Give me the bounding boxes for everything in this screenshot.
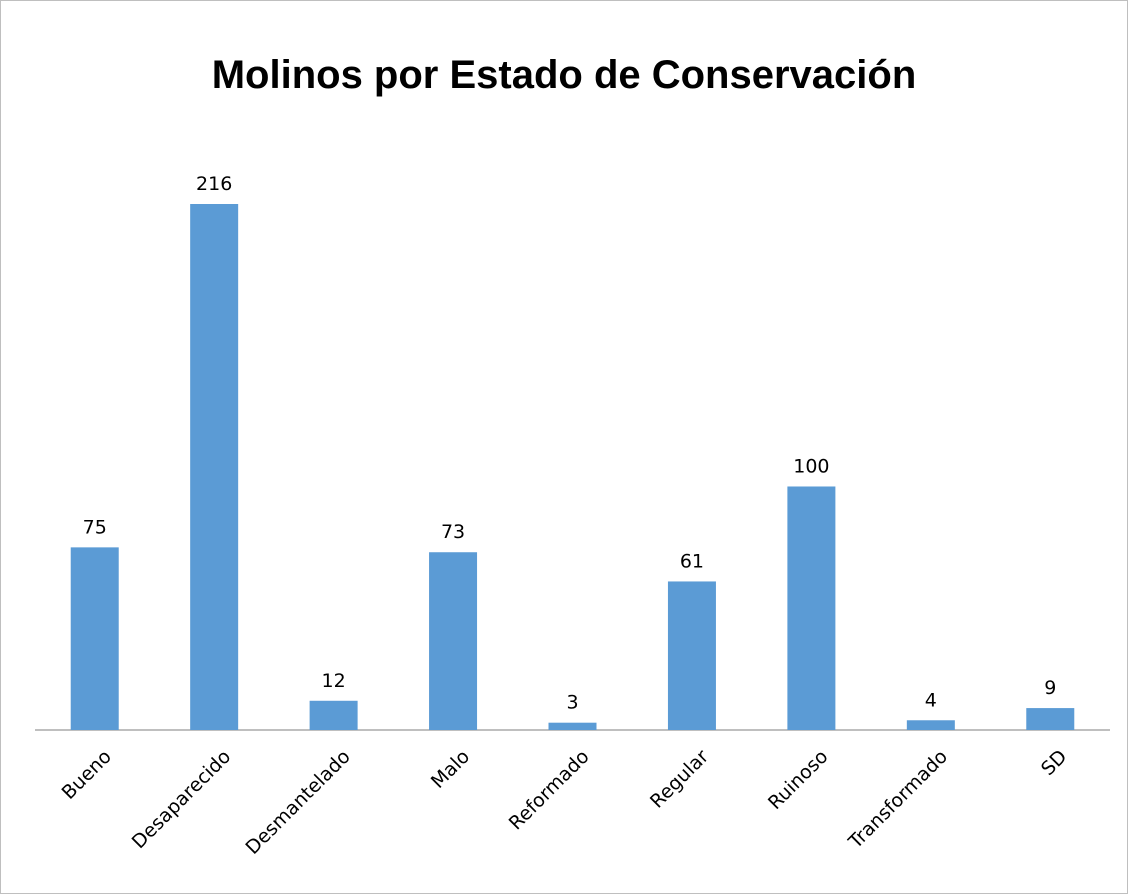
- chart-title: Molinos por Estado de Conservación: [212, 53, 917, 97]
- data-label: 61: [680, 550, 704, 572]
- bar: [190, 204, 239, 730]
- data-label: 73: [441, 521, 465, 543]
- bar: [1026, 708, 1075, 730]
- bar: [548, 722, 597, 730]
- bar: [787, 486, 836, 730]
- data-label: 3: [566, 692, 578, 714]
- data-label: 12: [322, 670, 346, 692]
- data-label: 9: [1044, 677, 1056, 699]
- data-label: 4: [925, 689, 937, 711]
- bar: [667, 581, 716, 730]
- data-label: 100: [793, 455, 829, 477]
- bar: [429, 552, 478, 730]
- bar: [906, 720, 955, 730]
- bar: [309, 700, 358, 730]
- data-label: 75: [83, 516, 107, 538]
- data-label: 216: [196, 173, 232, 195]
- bar: [70, 547, 119, 730]
